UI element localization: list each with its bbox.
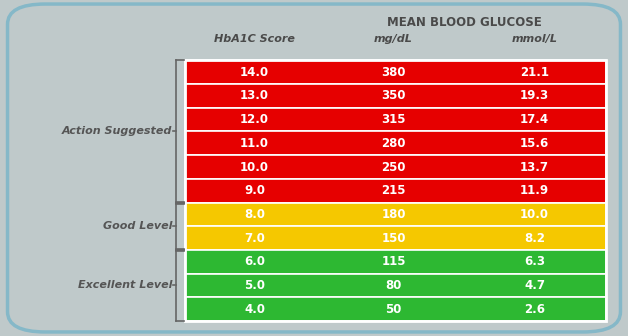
- Text: 50: 50: [386, 302, 402, 316]
- Bar: [185, 60, 606, 321]
- Text: 13.7: 13.7: [520, 161, 549, 173]
- Text: 7.0: 7.0: [244, 232, 265, 245]
- Text: 6.0: 6.0: [244, 255, 265, 268]
- Text: 2.6: 2.6: [524, 302, 545, 316]
- Text: 5.0: 5.0: [244, 279, 265, 292]
- Text: 12.0: 12.0: [240, 113, 269, 126]
- Bar: [185, 84, 606, 108]
- Text: 315: 315: [381, 113, 406, 126]
- Text: 6.3: 6.3: [524, 255, 545, 268]
- Text: 21.1: 21.1: [520, 66, 549, 79]
- Text: 80: 80: [386, 279, 402, 292]
- Bar: [185, 131, 606, 155]
- Bar: [185, 108, 606, 131]
- Text: 11.9: 11.9: [520, 184, 549, 197]
- Text: 14.0: 14.0: [240, 66, 269, 79]
- Text: 4.0: 4.0: [244, 302, 265, 316]
- Text: 10.0: 10.0: [520, 208, 549, 221]
- Text: 13.0: 13.0: [240, 89, 269, 102]
- Bar: [185, 155, 606, 179]
- Bar: [185, 203, 606, 226]
- Text: 250: 250: [381, 161, 406, 173]
- Text: 10.0: 10.0: [240, 161, 269, 173]
- Text: 19.3: 19.3: [520, 89, 549, 102]
- Bar: [185, 60, 606, 84]
- Bar: [185, 226, 606, 250]
- Text: HbA1C Score: HbA1C Score: [214, 34, 295, 44]
- Text: 150: 150: [381, 232, 406, 245]
- Text: Action Suggested: Action Suggested: [62, 126, 172, 136]
- Text: mg/dL: mg/dL: [374, 34, 413, 44]
- Text: 4.7: 4.7: [524, 279, 545, 292]
- Bar: [185, 297, 606, 321]
- Text: 17.4: 17.4: [520, 113, 549, 126]
- Text: 180: 180: [381, 208, 406, 221]
- Text: 8.0: 8.0: [244, 208, 265, 221]
- Bar: [185, 179, 606, 203]
- Text: Excellent Level: Excellent Level: [78, 280, 172, 290]
- Bar: [185, 250, 606, 274]
- Text: 215: 215: [381, 184, 406, 197]
- Text: MEAN BLOOD GLUCOSE: MEAN BLOOD GLUCOSE: [387, 15, 541, 29]
- Text: 115: 115: [381, 255, 406, 268]
- Bar: [185, 274, 606, 297]
- Text: 9.0: 9.0: [244, 184, 265, 197]
- Text: 380: 380: [381, 66, 406, 79]
- Text: 8.2: 8.2: [524, 232, 545, 245]
- Text: 350: 350: [381, 89, 406, 102]
- Text: 280: 280: [381, 137, 406, 150]
- Text: 11.0: 11.0: [240, 137, 269, 150]
- Text: Good Level: Good Level: [102, 221, 172, 231]
- Text: mmol/L: mmol/L: [511, 34, 558, 44]
- Text: 15.6: 15.6: [520, 137, 549, 150]
